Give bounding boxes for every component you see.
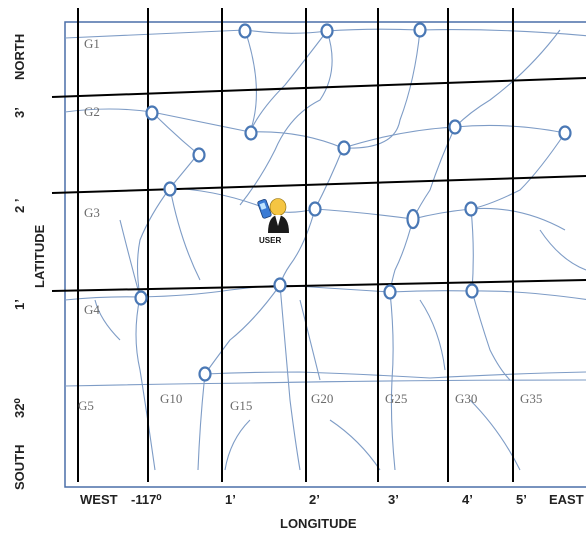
x-tick-east: EAST <box>549 492 584 507</box>
grid-label-g10: G10 <box>160 391 183 406</box>
node <box>406 208 420 230</box>
x-tick-2: 2’ <box>309 492 320 507</box>
grid-label-g3: G3 <box>84 205 100 220</box>
grid-label-g1: G1 <box>84 36 100 51</box>
node <box>192 147 206 163</box>
node <box>464 201 478 217</box>
x-tick-1: 1’ <box>225 492 236 507</box>
grid-label-g30: G30 <box>455 391 478 406</box>
node-markers <box>134 22 572 382</box>
y-tick-3: 3’ <box>12 107 27 118</box>
grid-label-g20: G20 <box>311 391 334 406</box>
node <box>413 22 427 38</box>
grid-label-g2: G2 <box>84 104 100 119</box>
grid-label-g5: G5 <box>78 398 94 413</box>
node <box>337 140 351 156</box>
x-tick-4: 4’ <box>462 492 473 507</box>
x-tick-3: 3’ <box>388 492 399 507</box>
node <box>308 201 322 217</box>
map-frame <box>64 21 586 488</box>
grid-lines <box>51 8 586 482</box>
user-label: USER <box>259 236 282 245</box>
node <box>134 290 148 306</box>
node <box>383 284 397 300</box>
node <box>145 105 159 121</box>
x-axis-title: LONGITUDE <box>280 516 357 531</box>
y-axis-title: LATITUDE <box>32 224 47 288</box>
node <box>558 125 572 141</box>
node <box>163 181 177 197</box>
y-tick-2: 2 ’ <box>12 198 27 213</box>
grid-label-g15: G15 <box>230 398 253 413</box>
x-tick-5: 5’ <box>516 492 527 507</box>
grid-label-g35: G35 <box>520 391 543 406</box>
y-tick-32: 32⁰ <box>12 398 27 418</box>
node <box>198 366 212 382</box>
node <box>273 277 287 293</box>
y-tick-1: 1’ <box>12 299 27 310</box>
node <box>448 119 462 135</box>
node <box>320 23 334 39</box>
grid-label-g25: G25 <box>385 391 408 406</box>
node <box>244 125 258 141</box>
x-tick-117: -117⁰ <box>131 492 162 507</box>
grid-label-g4: G4 <box>84 302 100 317</box>
node <box>465 283 479 299</box>
user-icon <box>257 198 289 233</box>
x-tick-west: WEST <box>80 492 118 507</box>
y-tick-north: NORTH <box>12 33 27 80</box>
y-tick-south: SOUTH <box>12 444 27 491</box>
node <box>238 23 252 39</box>
